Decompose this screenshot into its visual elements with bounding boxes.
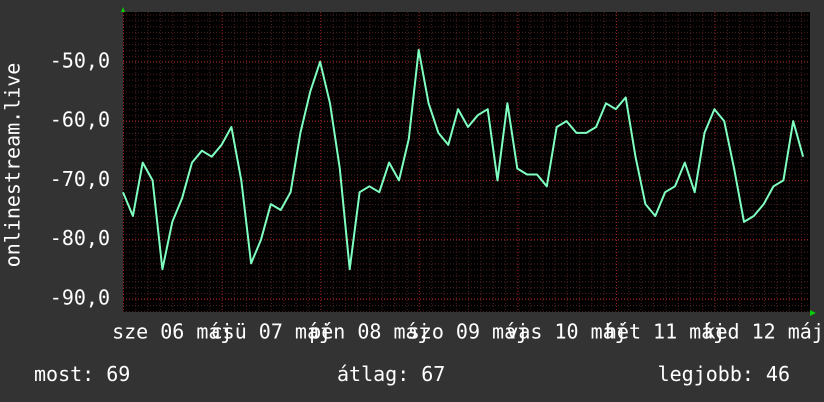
- x-tick-label: hét 11 máj: [605, 320, 725, 344]
- x-tick-label: vas 10 máj: [506, 320, 626, 344]
- stat-value: 46: [766, 362, 790, 386]
- axis-arrow: [121, 7, 125, 12]
- x-tick-label: ked 12 máj: [703, 320, 823, 344]
- x-tick-label: csü 07 máj: [211, 320, 331, 344]
- stat-label: legjobb:: [658, 362, 754, 386]
- axis-arrow: [810, 310, 816, 316]
- y-tick-label: -50,0: [50, 48, 110, 72]
- stat: legjobb: 46: [658, 362, 790, 386]
- stat: most: 69: [34, 362, 130, 386]
- stat-value: 69: [106, 362, 130, 386]
- y-tick-label: -70,0: [50, 167, 110, 191]
- x-tick-label: sze 06 máj: [112, 320, 232, 344]
- y-tick-label: -90,0: [50, 285, 110, 309]
- stat: átlag: 67: [337, 362, 445, 386]
- x-tick-label: pén 08 máj: [309, 320, 429, 344]
- y-axis-label: onlinestream.live: [1, 63, 25, 268]
- y-tick-label: -60,0: [50, 108, 110, 132]
- stat-label: átlag:: [337, 362, 409, 386]
- stat-value: 67: [421, 362, 445, 386]
- y-tick-label: -80,0: [50, 226, 110, 250]
- stat-label: most:: [34, 362, 94, 386]
- series-line: [122, 48, 805, 271]
- day-grid: [123, 12, 810, 312]
- x-tick-label: szo 09 máj: [408, 320, 528, 344]
